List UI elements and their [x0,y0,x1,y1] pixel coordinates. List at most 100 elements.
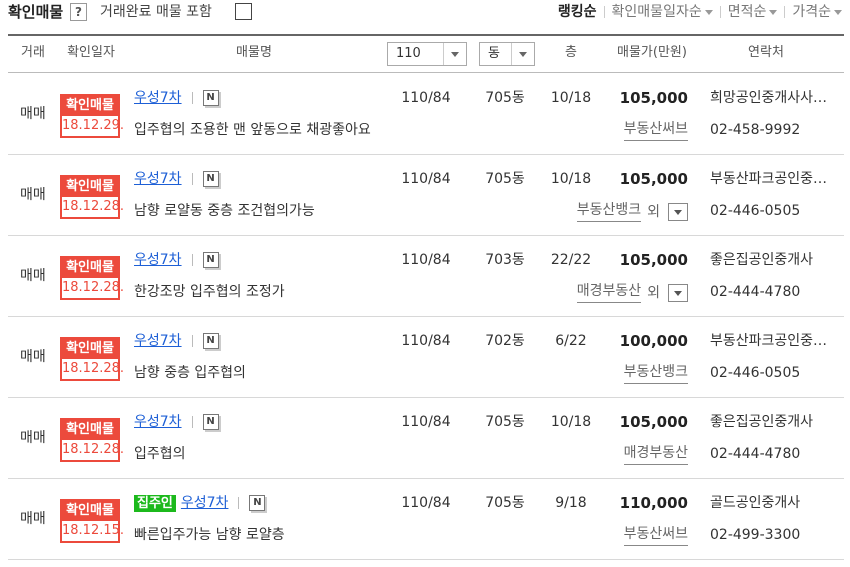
naver-icon[interactable]: N [202,333,219,349]
listing-name[interactable]: 우성7차 [134,171,182,187]
confirm-stamp: 확인매물 18.12.28. [60,175,125,219]
area: 110/84 [401,171,451,187]
dong: 702동 [485,333,525,349]
area: 110/84 [401,414,451,430]
select-divider [511,43,512,65]
source[interactable]: 부동산뱅크 [623,363,688,384]
select-arrow [451,52,459,57]
confirm-stamp: 확인매물 18.12.28. [60,337,125,381]
separator [784,6,786,18]
name-line: 우성7차 N [134,89,219,107]
listing-name[interactable]: 우성7차 [134,333,182,349]
floor: 10/18 [550,90,592,106]
trade-type: 매매 [20,430,46,446]
dong: 705동 [485,90,525,106]
separator [191,92,193,104]
header-top-line [8,34,844,36]
floor: 9/18 [555,495,587,511]
header-type: 거래 [21,45,45,60]
dong: 705동 [485,414,525,430]
separator [238,497,240,509]
listing-name[interactable]: 우성7차 [134,414,182,430]
source-line: 부동산써브 [540,120,688,141]
trade-type: 매매 [20,511,46,527]
sort-arrow [704,9,713,15]
sort-label: 랭킹순 [557,4,597,20]
listing-name[interactable]: 우성7차 [134,90,182,106]
source[interactable]: 부동산써브 [623,120,688,141]
confirm-stamp: 확인매물 18.12.28. [60,418,125,462]
description: 입주협의 [134,446,186,462]
price: 105,000 [619,170,688,188]
more-dropdown[interactable] [668,202,688,221]
trade-type: 매매 [20,106,46,122]
row-divider [8,478,844,479]
sort-option[interactable]: 확인매물일자순 [612,3,713,21]
phone: 02-458-9992 [710,122,801,138]
header-floor: 층 [565,45,577,60]
sort-option[interactable]: 가격순 [792,3,842,21]
separator [191,173,193,185]
phone: 02-446-0505 [710,203,801,219]
stamp-label: 확인매물 [62,258,118,278]
checkbox[interactable] [235,3,252,20]
agency: 골드공인중개사 [710,495,801,511]
row-divider [8,559,844,560]
area: 110/84 [401,333,451,349]
checkbox-label: 거래완료 매물 포함 [100,4,212,20]
price: 110,000 [619,494,688,512]
naver-icon[interactable]: N [202,252,219,268]
listing-name[interactable]: 우성7차 [134,252,182,268]
floor: 10/18 [550,414,592,430]
phone: 02-444-4780 [710,446,801,462]
dropdown-arrow [674,290,682,296]
stamp-label: 확인매물 [62,96,118,116]
select[interactable]: 동 [479,42,535,66]
agency: 부동산파크공인중… [710,171,828,187]
more-dropdown[interactable] [668,283,688,302]
area: 110/84 [401,495,451,511]
naver-icon[interactable]: N [202,171,219,187]
more-label: 외 [647,203,660,220]
trade-type: 매매 [20,268,46,284]
stamp-date: 18.12.28. [62,280,125,295]
source-line: 부동산써브 [540,525,688,546]
stamp-date: 18.12.15. [62,523,125,538]
name-line: 우성7차 N [134,170,219,188]
floor: 22/22 [550,252,592,268]
naver-icon[interactable]: N [202,414,219,430]
stamp-date: 18.12.29. [62,118,125,133]
listing-name[interactable]: 우성7차 [180,495,229,511]
trade-type: 매매 [20,349,46,365]
select[interactable]: 110 [387,42,467,66]
phone: 02-499-3300 [710,527,801,543]
source[interactable]: 매경부동산 [623,444,688,465]
description: 남향 로얄동 중층 조건협의가능 [134,203,315,219]
name-line: 집주인 우성7차 N [134,494,266,512]
stamp-date: 18.12.28. [62,199,125,214]
sort-option[interactable]: 면적순 [728,3,778,21]
price: 105,000 [619,89,688,107]
separator [191,254,193,266]
phone: 02-444-4780 [710,284,801,300]
stamp-label: 확인매물 [62,420,118,440]
name-line: 우성7차 N [134,413,219,431]
source-line: 매경부동산 [540,444,688,465]
naver-icon[interactable]: N [202,90,219,106]
source[interactable]: 부동산써브 [623,525,688,546]
source[interactable]: 매경부동산 [576,282,642,303]
naver-icon[interactable]: N [249,495,266,511]
sort-label: 면적순 [727,4,767,20]
agency: 좋은집공인중개사 [710,252,814,268]
help-icon[interactable]: ? [70,3,87,21]
header-bottom-line [8,72,844,73]
header-name: 매물명 [236,45,272,60]
description: 입주협의 조용한 맨 앞동으로 채광좋아요 [134,122,371,138]
stamp-date: 18.12.28. [62,442,125,457]
source[interactable]: 부동산뱅크 [576,201,642,222]
price: 100,000 [619,332,688,350]
phone: 02-446-0505 [710,365,801,381]
confirm-stamp: 확인매물 18.12.28. [60,256,125,300]
stamp-date: 18.12.28. [62,361,125,376]
sort-option[interactable]: 랭킹순 [558,3,597,21]
